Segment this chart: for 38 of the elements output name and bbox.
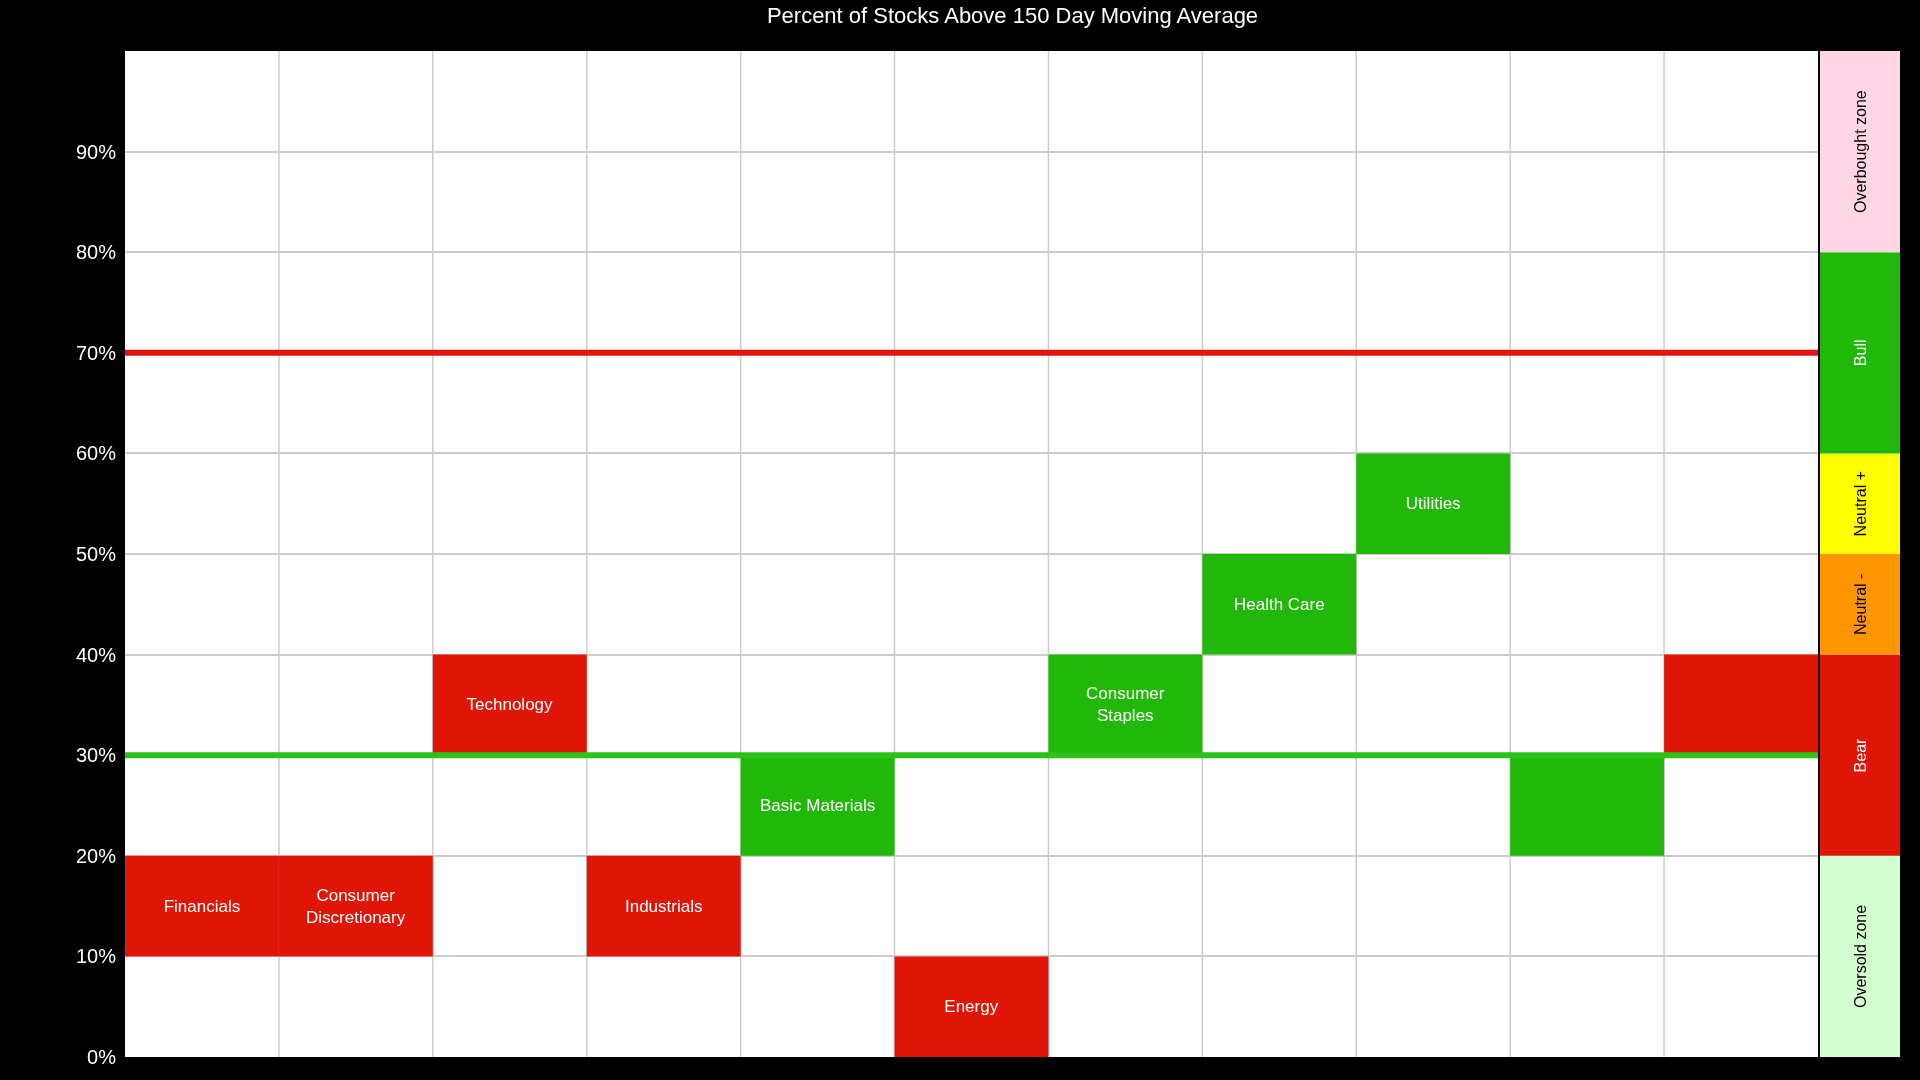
y-tick-label: 40% bbox=[75, 643, 117, 666]
bar bbox=[894, 956, 1049, 1057]
series-label: Oversold zone bbox=[1851, 904, 1869, 1009]
bar bbox=[1820, 453, 1900, 554]
series-label: Neutral + bbox=[1851, 471, 1869, 537]
y-tick-label: 10% bbox=[75, 945, 117, 968]
bar bbox=[1820, 252, 1900, 454]
y-tick-label: 30% bbox=[75, 744, 117, 767]
data-label: Consumer Staples bbox=[1086, 684, 1165, 726]
y-tick-label: 50% bbox=[75, 543, 117, 565]
bar bbox=[1202, 554, 1357, 655]
bar bbox=[740, 755, 895, 856]
data-label: Consumer Discretionary bbox=[306, 885, 406, 927]
bar bbox=[1820, 654, 1900, 856]
y-tick-label: 80% bbox=[75, 241, 117, 264]
y-tick-label: 70% bbox=[75, 341, 117, 364]
y-tick-label: 0% bbox=[87, 1046, 117, 1068]
data-label: Energy bbox=[944, 997, 999, 1017]
data-label: Technology bbox=[466, 695, 554, 715]
y-tick-label: 60% bbox=[75, 442, 117, 465]
bar bbox=[1820, 855, 1900, 1057]
series-label: Bull bbox=[1851, 339, 1869, 367]
bar bbox=[1356, 453, 1511, 554]
data-label: Utilities bbox=[1405, 494, 1461, 514]
series-label: Bear bbox=[1851, 737, 1869, 773]
series-label: Neutral - bbox=[1851, 573, 1869, 635]
y-tick-label: 20% bbox=[75, 844, 117, 867]
y-tick-label: 90% bbox=[75, 140, 117, 163]
data-label: Industrials bbox=[624, 896, 703, 916]
bar bbox=[586, 855, 741, 957]
series-label: Overbought zone bbox=[1851, 90, 1869, 214]
bar bbox=[1510, 755, 1665, 856]
bar bbox=[1820, 554, 1900, 655]
chart-title: Percent of Stocks Above 150 Day Moving Average bbox=[766, 3, 1259, 29]
data-label: Financials bbox=[163, 896, 241, 916]
bar bbox=[1820, 51, 1900, 253]
data-label: Health Care bbox=[1233, 594, 1325, 614]
data-label: Basic Materials bbox=[759, 796, 876, 815]
